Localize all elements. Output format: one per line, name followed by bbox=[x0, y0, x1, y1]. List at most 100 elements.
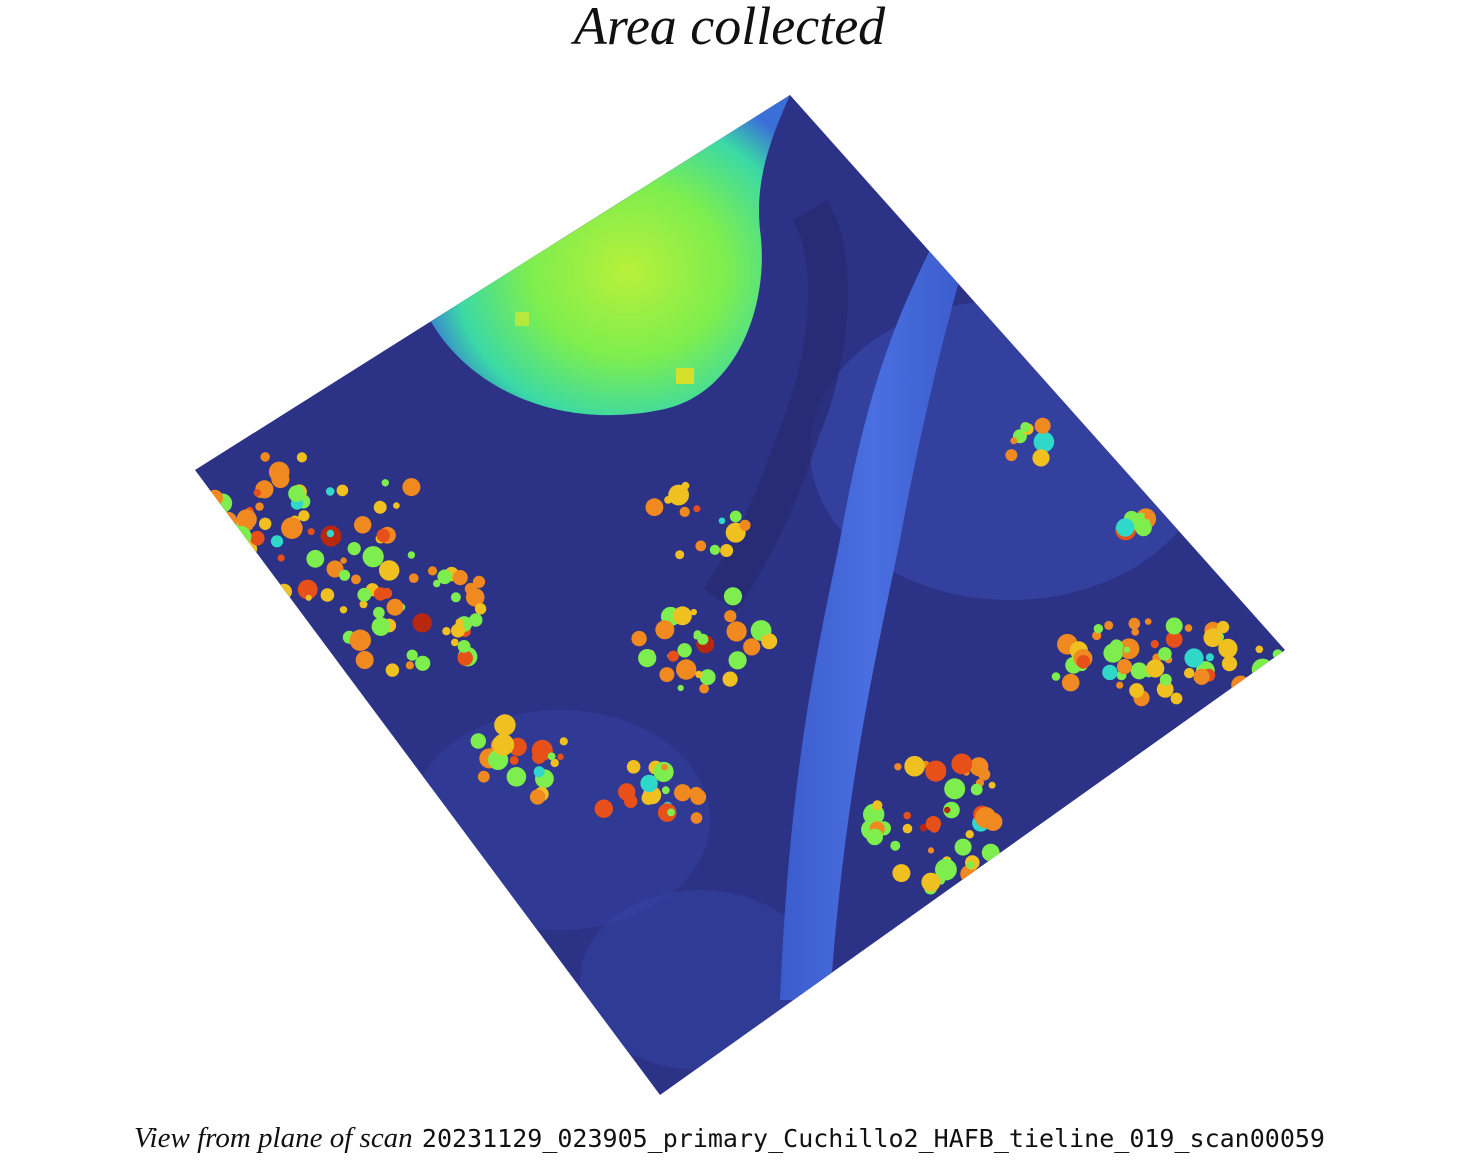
tree-canopy bbox=[470, 733, 486, 749]
tree-canopy bbox=[339, 606, 348, 614]
tree-canopy bbox=[1144, 618, 1152, 625]
tree-canopy bbox=[594, 799, 613, 818]
tree-canopy bbox=[655, 620, 675, 640]
tree-canopy bbox=[386, 598, 404, 616]
tree-canopy bbox=[373, 500, 387, 514]
tree-canopy bbox=[1193, 668, 1210, 685]
tree-canopy bbox=[954, 838, 972, 856]
tree-canopy bbox=[407, 551, 416, 559]
tree-canopy bbox=[681, 481, 690, 490]
tree-canopy bbox=[697, 633, 709, 645]
tree-canopy bbox=[1032, 449, 1050, 467]
tree-canopy bbox=[1135, 519, 1152, 537]
tree-canopy bbox=[1130, 662, 1148, 680]
tree-canopy bbox=[231, 526, 252, 547]
caption: View from plane of scan 20231129_023905_… bbox=[0, 1120, 1459, 1155]
tree-canopy bbox=[218, 511, 238, 531]
tree-canopy bbox=[557, 753, 564, 760]
tree-canopy bbox=[362, 546, 384, 568]
tree-canopy bbox=[533, 766, 545, 778]
tree-canopy bbox=[402, 478, 421, 497]
tree-canopy bbox=[494, 714, 516, 736]
tree-canopy bbox=[743, 638, 761, 656]
tree-canopy bbox=[1184, 667, 1195, 679]
tree-canopy bbox=[1216, 620, 1230, 634]
tree-canopy bbox=[306, 549, 325, 568]
tree-canopy bbox=[975, 807, 997, 829]
tree-canopy bbox=[894, 763, 902, 771]
tree-canopy bbox=[970, 783, 983, 796]
tree-canopy bbox=[718, 517, 726, 525]
tree-canopy bbox=[351, 574, 361, 585]
tree-canopy bbox=[393, 502, 400, 509]
tree-canopy bbox=[326, 560, 344, 578]
tree-canopy bbox=[1184, 624, 1193, 632]
tree-canopy bbox=[381, 479, 389, 487]
tree-canopy bbox=[531, 739, 553, 761]
tree-canopy bbox=[935, 858, 957, 881]
tree-canopy bbox=[277, 554, 285, 562]
tree-canopy bbox=[890, 840, 901, 851]
tree-canopy bbox=[892, 864, 911, 883]
tree-canopy bbox=[921, 872, 941, 892]
tree-canopy bbox=[699, 683, 709, 694]
tree-canopy bbox=[1010, 437, 1018, 445]
tree-canopy bbox=[919, 823, 928, 832]
tree-canopy bbox=[1170, 692, 1183, 705]
tree-canopy bbox=[1104, 620, 1114, 630]
tree-canopy bbox=[373, 587, 388, 601]
tree-canopy bbox=[213, 532, 229, 548]
tree-canopy bbox=[349, 629, 371, 651]
tree-canopy bbox=[1272, 649, 1283, 660]
tree-canopy bbox=[761, 633, 778, 650]
tree-canopy bbox=[1131, 628, 1139, 636]
tree-canopy bbox=[355, 651, 374, 669]
tree-canopy bbox=[320, 588, 335, 602]
tree-canopy bbox=[427, 566, 438, 576]
tree-canopy bbox=[1116, 681, 1124, 689]
tree-canopy bbox=[966, 861, 975, 869]
tree-canopy bbox=[645, 498, 664, 517]
road bbox=[780, 250, 965, 1000]
tree-canopy bbox=[631, 630, 647, 647]
tree-canopy bbox=[340, 557, 347, 564]
tree-canopy bbox=[1255, 645, 1264, 654]
tree-canopy bbox=[969, 757, 989, 777]
tree-canopy bbox=[260, 452, 271, 462]
tree-canopy bbox=[965, 830, 974, 839]
tree-canopy bbox=[1005, 449, 1018, 462]
tree-canopy bbox=[220, 540, 234, 555]
tree-canopy bbox=[1231, 675, 1251, 695]
tree-canopy bbox=[1109, 639, 1124, 653]
tree-canopy bbox=[255, 502, 264, 511]
channel-band bbox=[703, 199, 849, 612]
tree-canopy bbox=[359, 600, 368, 609]
tree-canopy bbox=[326, 529, 335, 538]
tree-canopy bbox=[677, 684, 684, 692]
tree-canopy bbox=[224, 535, 236, 547]
tree-canopy bbox=[674, 784, 692, 802]
tree-canopy bbox=[925, 816, 942, 832]
tree-canopy bbox=[1150, 640, 1159, 649]
tree-canopy bbox=[988, 781, 996, 789]
tree-canopy bbox=[1146, 659, 1165, 678]
tree-canopy bbox=[236, 509, 257, 530]
tree-canopy bbox=[944, 778, 966, 800]
tree-canopy bbox=[305, 594, 312, 601]
tree-canopy bbox=[1093, 624, 1104, 634]
tree-canopy bbox=[1184, 648, 1204, 668]
tree-canopy bbox=[249, 530, 265, 546]
tree-canopy bbox=[288, 485, 305, 502]
tree-canopy bbox=[1156, 681, 1174, 698]
tree-canopy bbox=[640, 774, 658, 793]
elevated-field-region bbox=[430, 95, 790, 416]
tree-canopy bbox=[451, 623, 465, 638]
tree-canopy bbox=[409, 573, 419, 583]
tree-canopy bbox=[464, 582, 477, 595]
tree-canopy bbox=[325, 487, 335, 496]
tree-canopy bbox=[722, 671, 738, 687]
tree-canopy bbox=[472, 575, 486, 589]
tree-canopy bbox=[724, 610, 737, 623]
tree-canopy bbox=[693, 505, 701, 513]
